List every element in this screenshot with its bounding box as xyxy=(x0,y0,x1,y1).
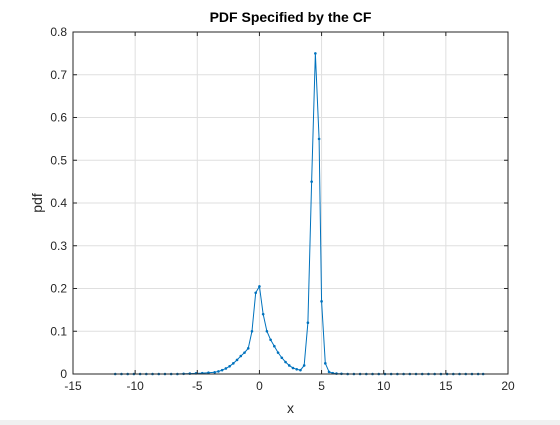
data-point xyxy=(239,354,243,358)
data-point xyxy=(280,356,284,360)
x-tick-label: -5 xyxy=(192,379,203,393)
data-point xyxy=(269,338,272,342)
x-tick-label: -15 xyxy=(64,379,82,393)
data-point xyxy=(265,329,269,333)
y-tick-label: 0.1 xyxy=(50,324,67,338)
x-tick-label: 15 xyxy=(439,379,453,393)
y-tick-label: 0.3 xyxy=(50,239,67,253)
data-point xyxy=(276,351,280,354)
y-tick-label: 0.8 xyxy=(50,25,67,39)
x-tick-label: 20 xyxy=(501,379,515,393)
data-point xyxy=(310,180,313,183)
data-point xyxy=(302,364,306,367)
data-point xyxy=(254,291,257,295)
y-tick-label: 0.2 xyxy=(50,282,67,296)
data-point xyxy=(224,367,228,370)
data-point xyxy=(324,362,327,365)
y-tick-label: 0.5 xyxy=(50,153,67,167)
data-point xyxy=(246,347,250,350)
data-point xyxy=(228,365,231,368)
data-point xyxy=(207,371,210,375)
data-point xyxy=(261,312,265,316)
data-point xyxy=(314,52,317,55)
data-point xyxy=(220,368,224,372)
data-point xyxy=(291,366,295,370)
x-axis-label: x xyxy=(287,400,294,416)
data-point xyxy=(235,358,239,362)
y-tick-label: 0.7 xyxy=(50,68,67,82)
data-point xyxy=(258,285,261,288)
data-point xyxy=(317,137,321,141)
x-tick-label: -10 xyxy=(126,379,144,393)
data-point xyxy=(217,370,220,373)
data-point xyxy=(232,362,235,365)
data-point xyxy=(295,367,299,371)
y-tick-label: 0 xyxy=(60,367,67,381)
data-point xyxy=(320,300,323,303)
data-point xyxy=(243,351,246,354)
x-tick-label: 0 xyxy=(256,379,263,393)
data-point xyxy=(299,368,302,372)
data-point xyxy=(250,329,254,333)
data-point xyxy=(287,364,291,367)
ticks: -15 -10 -5 0 5 10 15 20 0 0.1 0.2 0.3 0.4 0.5 0.6 0.7 0.… xyxy=(50,25,515,393)
y-tick-label: 0.4 xyxy=(50,196,67,210)
data-point xyxy=(327,370,331,374)
chart-title: PDF Specified by the CF xyxy=(210,9,372,25)
data-point xyxy=(306,321,310,325)
data-point xyxy=(213,370,216,374)
y-axis-label: pdf xyxy=(29,193,45,213)
x-tick-label: 10 xyxy=(377,379,391,393)
data-point xyxy=(273,344,276,348)
y-tick-label: 0.6 xyxy=(50,111,67,125)
x-tick-label: 5 xyxy=(318,379,325,393)
data-point xyxy=(284,360,287,364)
